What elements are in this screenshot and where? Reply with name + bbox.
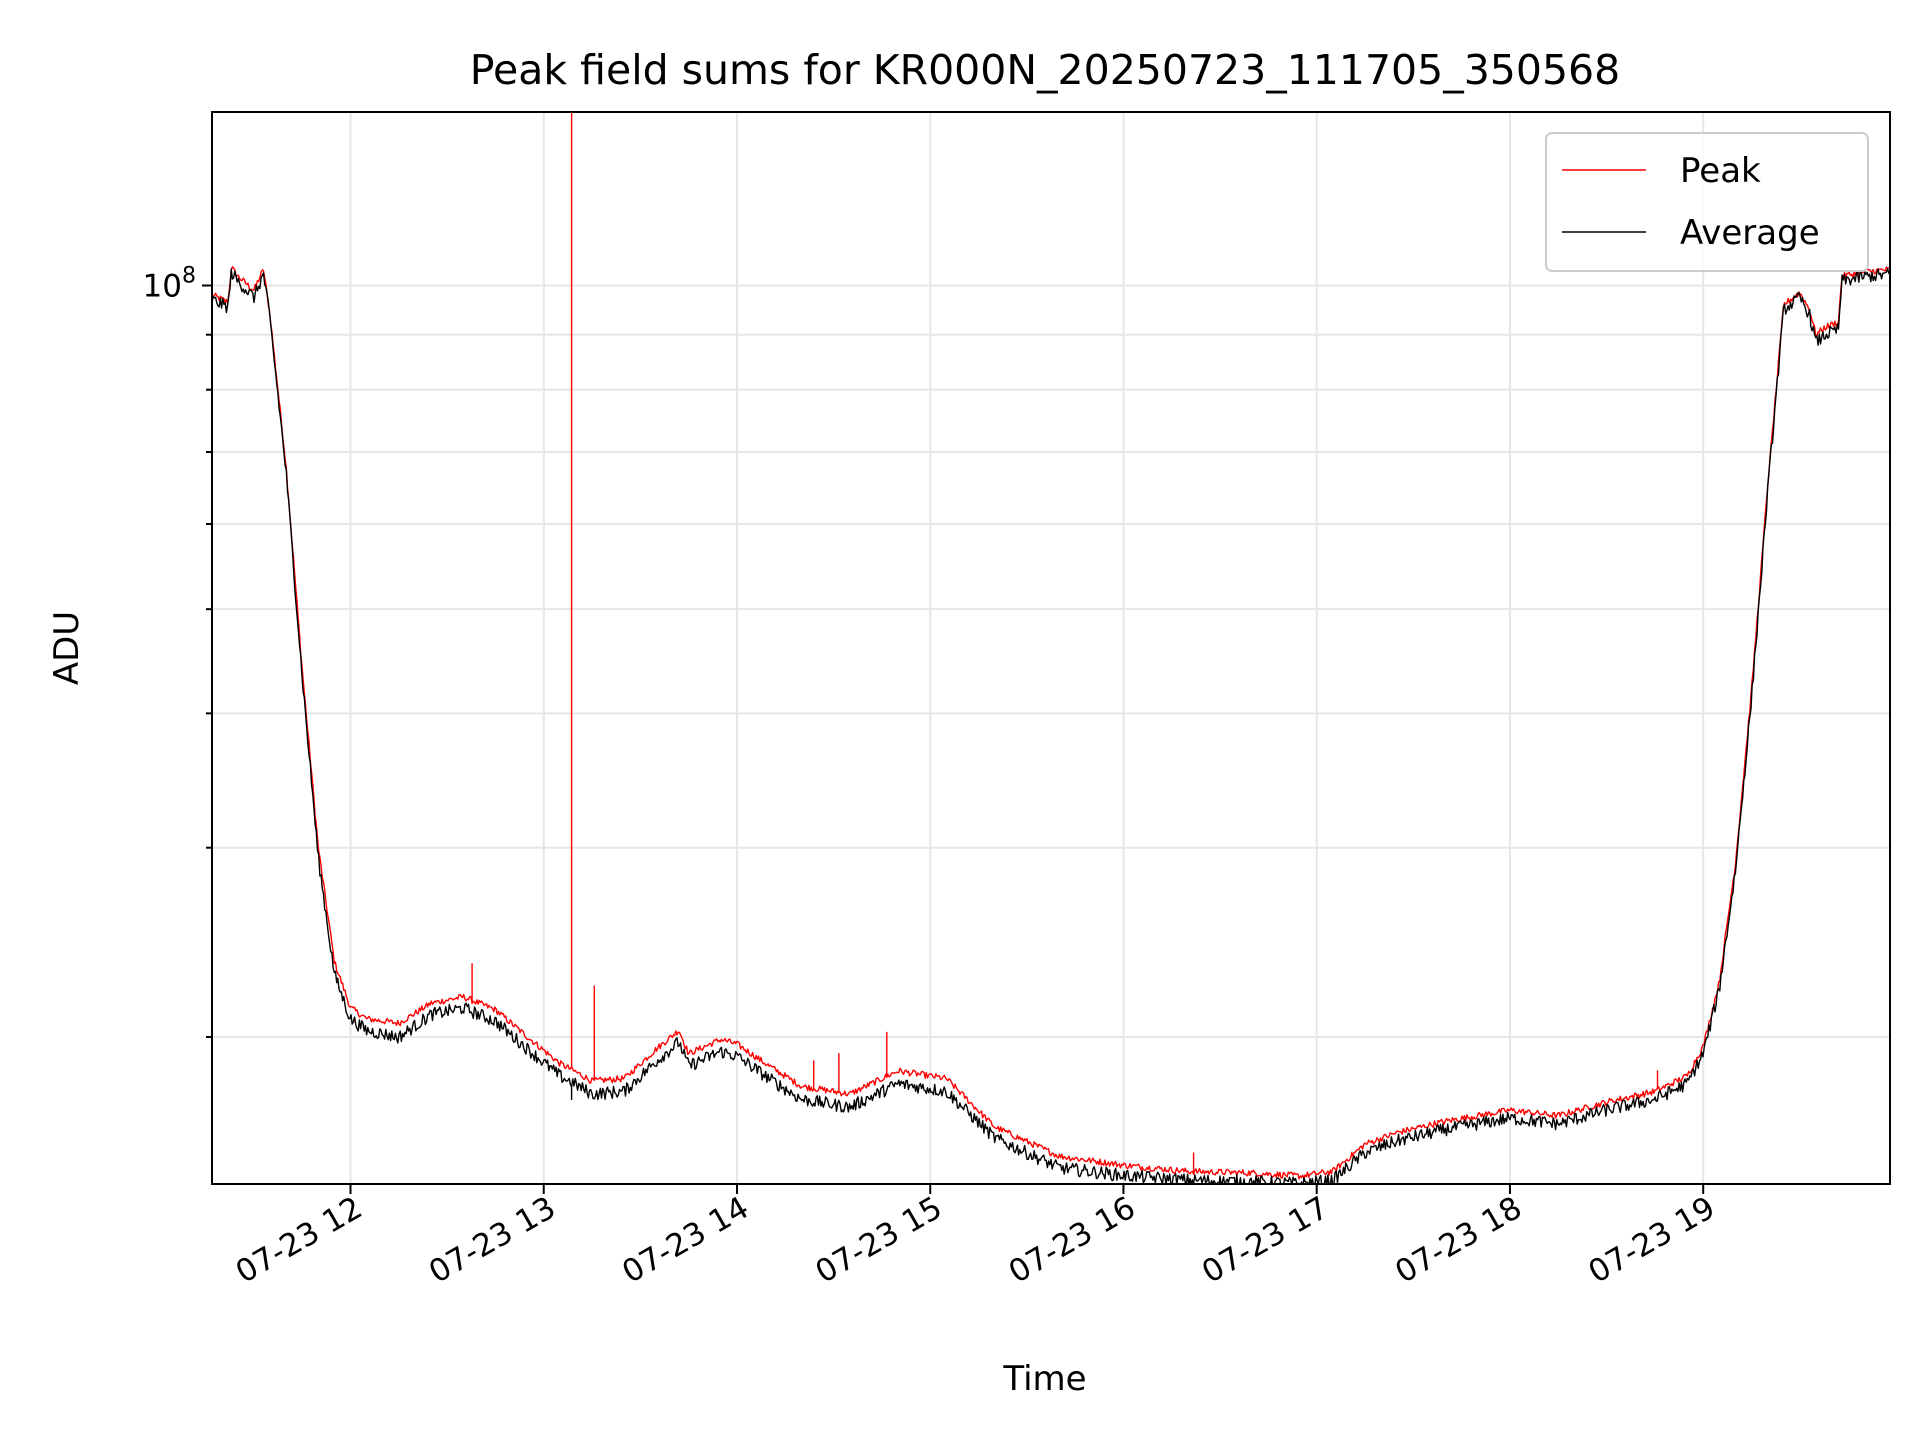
y-axis: 108: [143, 264, 212, 1039]
grid: [212, 112, 1890, 1184]
plot-frame: [211, 111, 1891, 1185]
chart-title: Peak field sums for KR000N_20250723_1117…: [470, 46, 1620, 94]
series-line-average: [212, 268, 1890, 1184]
x-axis: 07-23 12 07-23 13 07-23 14 07-23 15 07-23 16…: [230, 1184, 1721, 1291]
series-layer: [212, 112, 1890, 1184]
legend-label-peak: Peak: [1680, 151, 1761, 191]
x-tick-label: 07-23 14: [616, 1190, 755, 1291]
legend: Peak Average: [1545, 132, 1869, 272]
x-tick-label: 07-23 12: [230, 1190, 369, 1291]
x-tick-label: 07-23 16: [1003, 1190, 1142, 1291]
x-tick-label: 07-23 17: [1196, 1190, 1335, 1291]
x-axis-label: Time: [1002, 1359, 1086, 1399]
legend-box: [1545, 132, 1869, 272]
legend-label-average: Average: [1680, 213, 1820, 253]
y-axis-label: ADU: [47, 611, 87, 685]
x-tick-label: 07-23 15: [810, 1190, 949, 1291]
x-tick-label: 07-23 13: [423, 1190, 562, 1291]
x-tick-label: 07-23 19: [1582, 1190, 1721, 1291]
series-line-peak: [212, 112, 1890, 1180]
x-tick-label: 07-23 18: [1389, 1190, 1528, 1291]
y-tick-label: 108: [143, 264, 196, 305]
